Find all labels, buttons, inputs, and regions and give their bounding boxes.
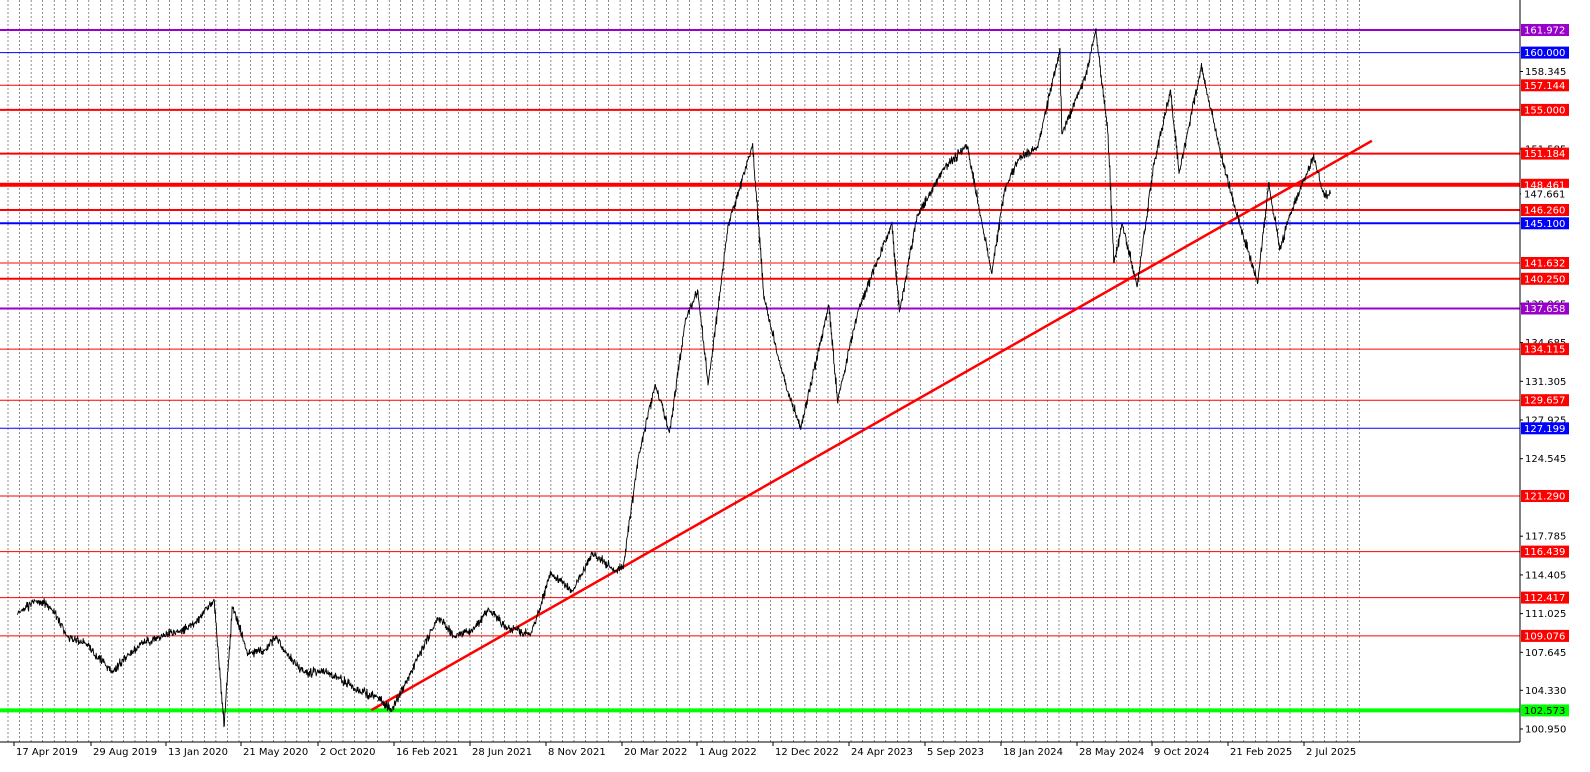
y-tick-label: 117.785 [1525, 532, 1566, 543]
x-tick-label: 21 May 2020 [243, 747, 308, 758]
level-label-box [1521, 490, 1569, 502]
x-tick-label: 2 Jul 2025 [1306, 747, 1356, 758]
x-tick-label: 28 May 2024 [1079, 747, 1144, 758]
level-label-box [1521, 704, 1569, 717]
level-label: 121.290 [1524, 492, 1565, 503]
x-tick-label: 12 Dec 2022 [775, 747, 839, 758]
level-label: 148.461 [1524, 180, 1565, 191]
y-tick-label: 111.025 [1525, 609, 1566, 620]
level-label-box [1521, 591, 1569, 604]
x-tick-label: 29 Aug 2019 [93, 747, 157, 758]
level-labels: 161.972 160.000 157.144 155.000 151.184 148.4… [1521, 24, 1569, 717]
level-label-box [1521, 302, 1569, 315]
x-tick-label: 9 Oct 2024 [1154, 747, 1209, 758]
y-tick-label: 124.545 [1525, 454, 1566, 465]
level-label: 127.199 [1524, 424, 1565, 435]
y-tick-label: 104.330 [1525, 686, 1566, 697]
y-tick-label: 107.645 [1525, 648, 1566, 659]
level-label-box [1521, 257, 1569, 269]
level-label: 102.573 [1524, 706, 1565, 717]
level-label-box [1521, 103, 1569, 116]
y-tick-label: 158.345 [1525, 67, 1566, 78]
level-label-box [1521, 204, 1569, 216]
level-label: 145.100 [1524, 219, 1565, 230]
level-label-box [1521, 147, 1569, 160]
y-tick-label: 127.925 [1525, 416, 1566, 427]
x-tick-label: 17 Apr 2019 [16, 747, 78, 758]
level-label: 160.000 [1524, 48, 1565, 59]
x-tick-label: 21 Feb 2025 [1230, 747, 1292, 758]
trendline [370, 139, 1373, 712]
horizontal-levels [0, 29, 1520, 713]
level-label: 129.657 [1524, 396, 1565, 407]
x-tick-label: 20 Mar 2022 [624, 747, 687, 758]
level-label: 116.439 [1524, 547, 1565, 558]
level-label-box [1521, 394, 1569, 407]
level-label: 151.184 [1524, 149, 1565, 160]
level-label-box [1521, 178, 1569, 191]
level-label-box [1521, 24, 1569, 36]
level-label-box [1521, 79, 1569, 92]
level-label-box [1521, 422, 1569, 435]
x-tick-label: 28 Jun 2021 [472, 747, 532, 758]
level-label-box [1521, 629, 1569, 642]
x-tick-label: 18 Jan 2024 [1003, 747, 1063, 758]
level-label-box [1521, 217, 1569, 230]
x-tick-label: 1 Aug 2022 [699, 747, 757, 758]
x-tick-label: 13 Jan 2020 [168, 747, 228, 758]
x-tick-label: 5 Sep 2023 [927, 747, 984, 758]
level-label: 146.260 [1524, 206, 1565, 217]
y-tick-label: 131.305 [1525, 377, 1566, 388]
x-tick-label: 2 Oct 2020 [320, 747, 375, 758]
level-label: 134.115 [1524, 345, 1565, 356]
x-axis: 17 Apr 2019 29 Aug 2019 13 Jan 2020 21 May … [0, 741, 1520, 758]
level-label-box [1521, 272, 1569, 285]
level-label: 155.000 [1524, 105, 1565, 116]
current-price-box [1521, 187, 1569, 200]
level-label: 137.658 [1524, 304, 1565, 315]
level-label: 140.250 [1524, 274, 1565, 285]
y-tick-label: 114.405 [1525, 570, 1566, 581]
level-label-box [1521, 46, 1569, 59]
level-label: 112.417 [1524, 593, 1565, 604]
y-tick-label: 100.950 [1525, 725, 1566, 736]
level-label: 157.144 [1524, 81, 1565, 92]
level-label: 141.632 [1524, 259, 1565, 270]
current-price-label: 147.661 [1524, 189, 1565, 200]
level-label-box [1521, 545, 1569, 558]
x-tick-label: 24 Apr 2023 [851, 747, 913, 758]
x-tick-label: 8 Nov 2021 [548, 747, 606, 758]
trendline-layer [370, 139, 1373, 712]
level-label: 161.972 [1524, 26, 1565, 37]
x-tick-label: 16 Feb 2021 [396, 747, 458, 758]
price-series-layer [16, 27, 1331, 728]
level-label-box [1521, 343, 1569, 356]
level-label: 109.076 [1524, 631, 1565, 642]
price-line [16, 27, 1331, 728]
